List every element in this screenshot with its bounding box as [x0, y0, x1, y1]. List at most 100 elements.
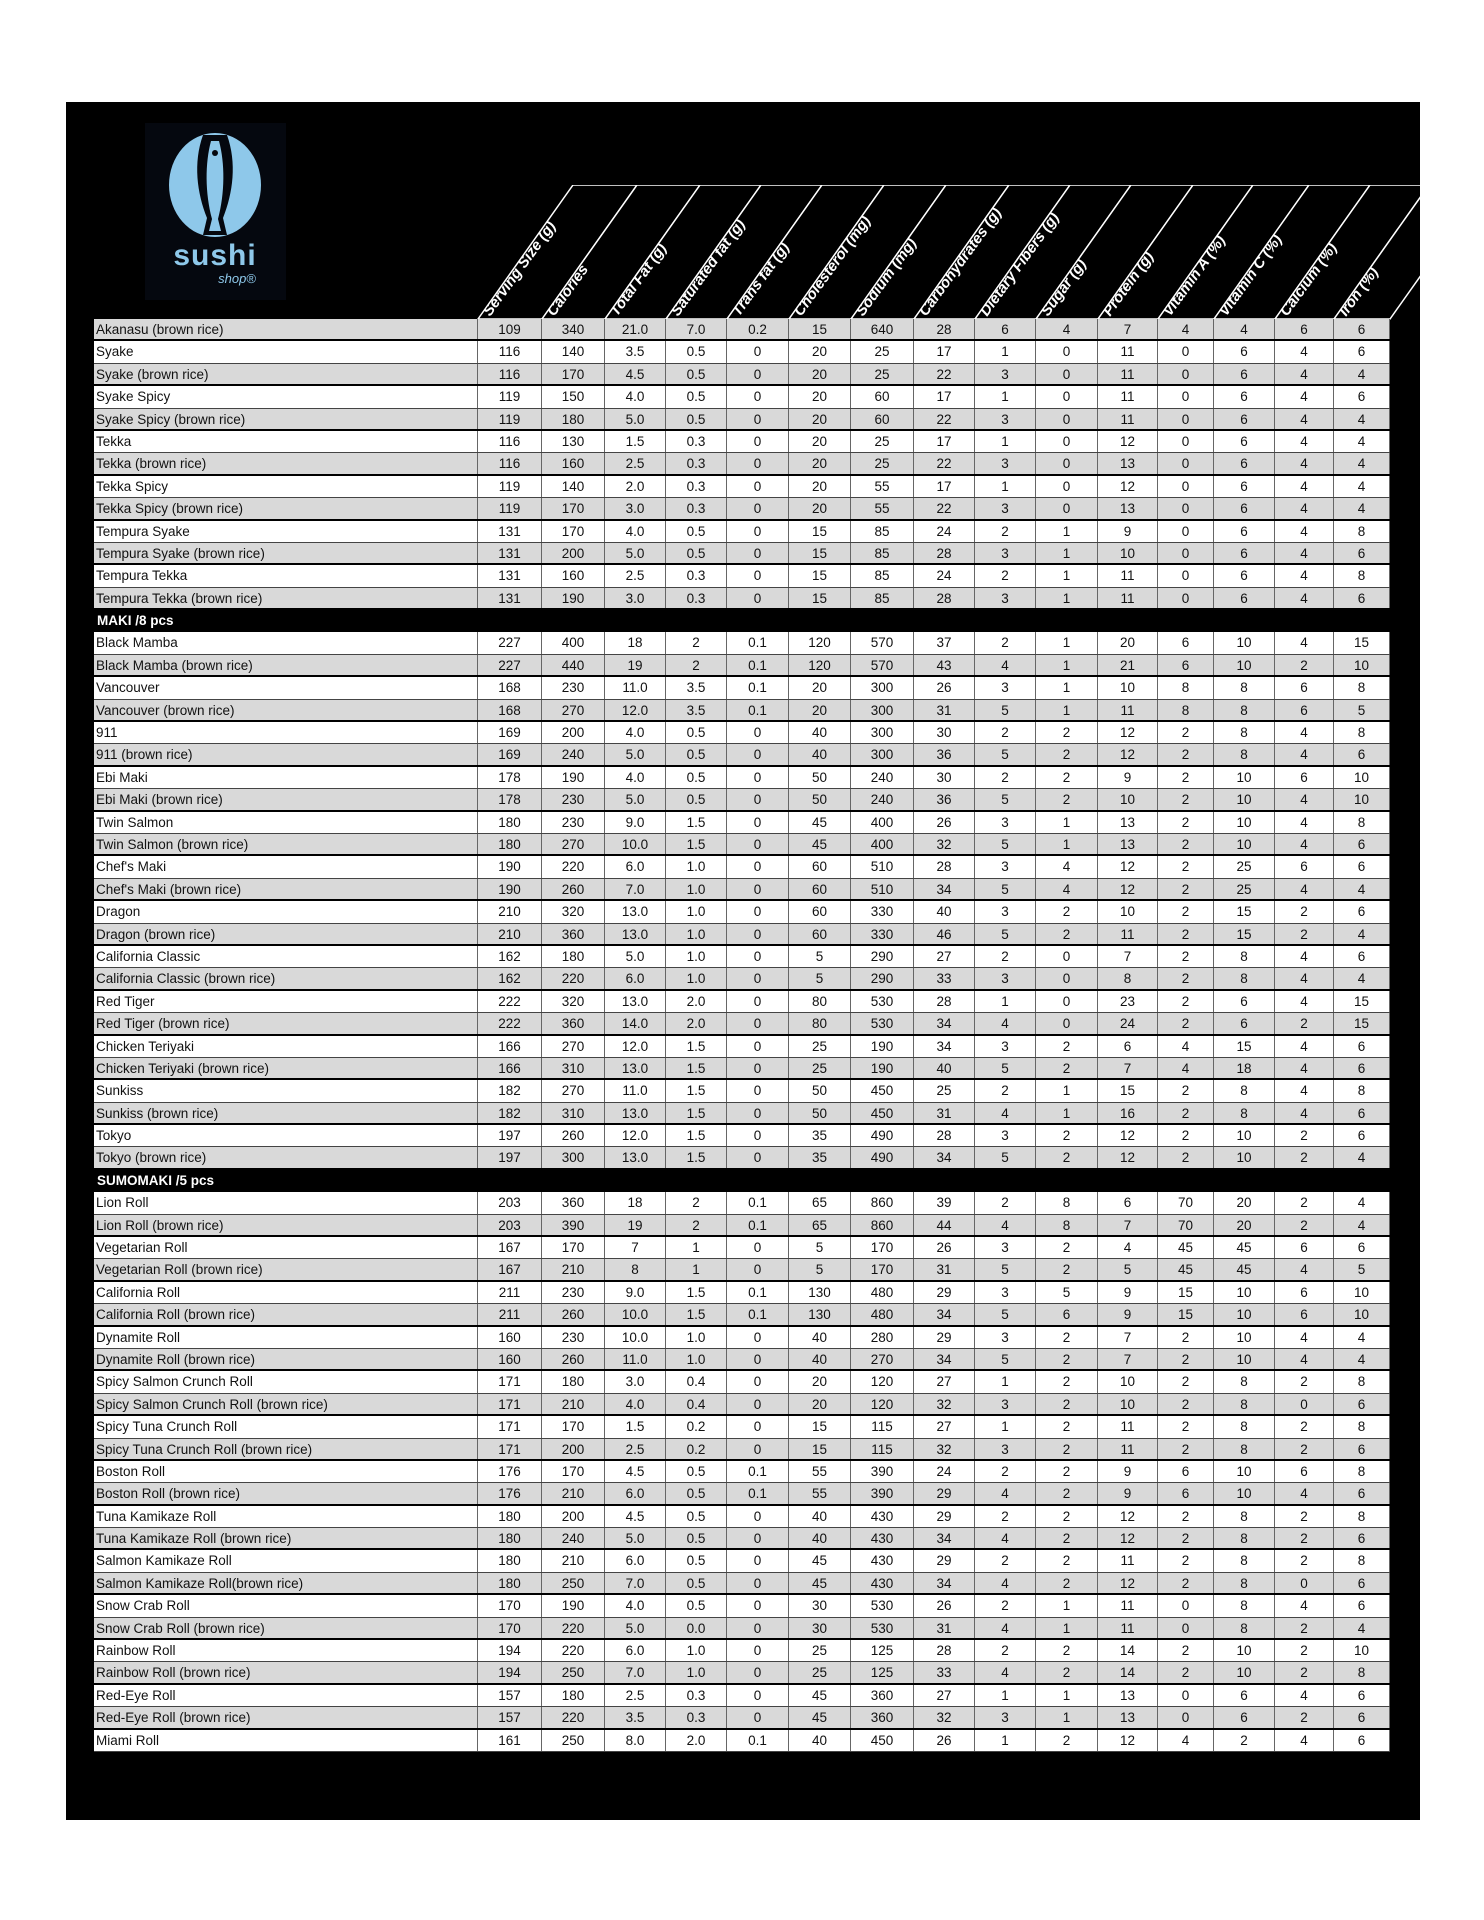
nutrient-value: 22 [914, 498, 975, 519]
nutrient-value: 170 [851, 1237, 914, 1259]
nutrient-value: 30 [914, 766, 975, 789]
nutrient-value: 9 [1098, 1483, 1158, 1504]
nutrient-value: 13.0 [605, 1102, 666, 1124]
nutrient-value: 1.5 [666, 811, 727, 833]
nutrient-value: 8 [1334, 1505, 1390, 1528]
item-name: Akanasu (brown rice) [94, 319, 478, 340]
nutrient-value: 1 [1036, 1595, 1098, 1617]
nutrient-value: 0 [727, 1684, 789, 1707]
nutrient-value: 30 [789, 1617, 851, 1639]
nutrient-value: 60 [789, 923, 851, 944]
nutrient-value: 1 [975, 1729, 1036, 1751]
nutrient-value: 230 [542, 789, 605, 810]
nutrient-value: 1.5 [666, 1080, 727, 1102]
nutrient-value: 4 [1275, 542, 1334, 564]
nutrient-value: 12 [1098, 1528, 1158, 1549]
nutrient-value: 0 [727, 386, 789, 408]
table-row: 911 (brown rice) 169 240 5.0 0.5 0 40 300 36 5 2 12… [94, 744, 1390, 767]
nutrient-value: 6 [1275, 856, 1334, 878]
nutrient-value: 220 [542, 1707, 605, 1728]
nutrient-value: 10 [1334, 789, 1390, 810]
nutrient-value: 65 [789, 1192, 851, 1214]
nutrient-value: 17 [914, 386, 975, 408]
nutrient-value: 21 [1098, 654, 1158, 676]
nutrient-value: 32 [914, 1393, 975, 1415]
nutrient-value: 15 [789, 319, 851, 340]
nutrient-value: 85 [851, 542, 914, 564]
nutrient-value: 2 [1036, 766, 1098, 789]
nutrient-value: 157 [478, 1684, 542, 1707]
nutrient-value: 6 [1275, 1281, 1334, 1304]
nutrient-value: 26 [914, 811, 975, 833]
nutrient-value: 9.0 [605, 811, 666, 833]
nutrient-value: 8 [1334, 811, 1390, 833]
nutrient-value: 6 [1158, 1483, 1214, 1504]
nutrient-value: 6 [1158, 632, 1214, 654]
nutrient-value: 5 [1036, 1281, 1098, 1304]
nutrient-value: 270 [542, 699, 605, 721]
nutrient-value: 1.0 [666, 923, 727, 944]
nutrient-value: 8 [1214, 1102, 1275, 1124]
nutrient-value: 530 [851, 1595, 914, 1617]
nutrient-value: 10 [1214, 1326, 1275, 1348]
nutrient-value: 5 [975, 923, 1036, 944]
nutrient-value: 4 [1275, 1483, 1334, 1504]
nutrient-value: 210 [542, 1483, 605, 1504]
nutrient-value: 1 [1036, 565, 1098, 587]
nutrient-value: 6 [1214, 498, 1275, 519]
nutrient-value: 4 [975, 1102, 1036, 1124]
nutrient-value: 1 [975, 341, 1036, 363]
nutrient-value: 0.5 [666, 766, 727, 789]
nutrient-value: 0 [1158, 430, 1214, 453]
nutrient-value: 3 [975, 1707, 1036, 1728]
nutrient-value: 25 [851, 430, 914, 453]
nutrient-value: 10 [1214, 1640, 1275, 1662]
nutrient-value: 860 [851, 1214, 914, 1236]
nutrient-value: 0 [727, 968, 789, 989]
nutrient-value: 40 [789, 722, 851, 744]
nutrient-value: 7 [1098, 1348, 1158, 1370]
nutrient-value: 10 [1098, 542, 1158, 564]
table-row: Spicy Salmon Crunch Roll 171 180 3.0 0.4 0 20 1… [94, 1371, 1390, 1394]
table-row: Salmon Kamikaze Roll 180 210 6.0 0.5 0 45 430 29… [94, 1550, 1390, 1573]
nutrient-value: 0 [1158, 475, 1214, 498]
table-row: Ebi Maki (brown rice) 178 230 5.0 0.5 0 50 240 3… [94, 789, 1390, 812]
item-name: Red-Eye Roll [94, 1684, 478, 1707]
nutrient-value: 0.4 [666, 1371, 727, 1393]
item-name: Salmon Kamikaze Roll(brown rice) [94, 1572, 478, 1594]
nutrient-value: 2 [666, 1192, 727, 1214]
nutrient-value: 20 [789, 341, 851, 363]
nutrient-value: 1 [975, 475, 1036, 498]
nutrient-value: 10 [1098, 1393, 1158, 1415]
nutrient-value: 15 [789, 520, 851, 542]
table-row: Syake Spicy (brown rice) 119 180 5.0 0.5 0 20 6… [94, 408, 1390, 431]
nutrient-value: 203 [478, 1214, 542, 1236]
nutrient-value: 8 [1214, 1416, 1275, 1438]
table-row: Chef's Maki (brown rice) 190 260 7.0 1.0 0 60 5… [94, 878, 1390, 902]
nutrient-value: 0.3 [666, 453, 727, 474]
nutrient-value: 0.1 [727, 677, 789, 699]
nutrient-value: 7 [1098, 1214, 1158, 1236]
nutrient-value: 11 [1098, 923, 1158, 944]
item-name: Tempura Syake [94, 520, 478, 542]
nutrient-value: 131 [478, 565, 542, 587]
nutrient-value: 70 [1158, 1214, 1214, 1236]
nutrient-value: 7 [605, 1237, 666, 1259]
table-row: California Classic (brown rice) 162 220 6.0… [94, 968, 1390, 991]
nutrient-value: 1 [975, 1684, 1036, 1707]
nutrient-value: 15 [1158, 1281, 1214, 1304]
nutrient-value: 4 [1334, 968, 1390, 989]
nutrient-value: 0 [1275, 1572, 1334, 1594]
nutrient-value: 131 [478, 542, 542, 564]
nutrient-value: 6 [1334, 1707, 1390, 1728]
nutrient-value: 178 [478, 766, 542, 789]
nutrient-value: 190 [542, 766, 605, 789]
nutrient-value: 330 [851, 923, 914, 944]
nutrient-value: 20 [789, 1371, 851, 1393]
nutrient-value: 4 [1275, 789, 1334, 810]
table-row: California Roll (brown rice) 211 260 10.0 1.… [94, 1304, 1390, 1327]
nutrient-value: 15 [1214, 901, 1275, 923]
nutrient-value: 131 [478, 587, 542, 609]
nutrient-value: 0 [1036, 341, 1098, 363]
nutrition-sheet: sushi shop® Serving Size (g) Calories Tota… [66, 102, 1420, 1820]
